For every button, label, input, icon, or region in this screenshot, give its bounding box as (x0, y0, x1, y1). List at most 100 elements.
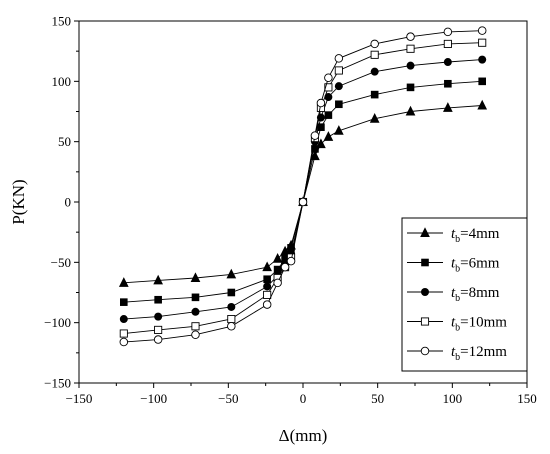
data-point (316, 138, 326, 149)
legend-label: tb=10mm (451, 315, 507, 334)
data-point (443, 58, 452, 67)
data-point (263, 275, 271, 284)
data-point (478, 55, 487, 64)
x-tick-label: 50 (371, 391, 384, 406)
data-point (310, 131, 320, 140)
data-point (444, 79, 452, 88)
data-point (191, 330, 200, 339)
legend-item: tb=10mm (407, 315, 507, 334)
data-point (154, 312, 163, 321)
data-point (334, 54, 344, 63)
data-point (190, 272, 201, 283)
data-point (370, 67, 379, 76)
x-tick-label: 0 (300, 391, 307, 406)
data-point (478, 38, 487, 47)
data-point (443, 102, 453, 112)
data-point (226, 268, 237, 279)
data-point (281, 254, 289, 263)
y-tick-label: 0 (65, 195, 72, 210)
data-point (324, 73, 333, 82)
data-point (324, 111, 333, 119)
data-point (119, 315, 128, 324)
data-point (443, 39, 452, 48)
y-tick-label: 150 (52, 14, 72, 29)
y-axis-title: P(KN) (9, 179, 28, 224)
data-point (334, 66, 343, 75)
data-point (154, 325, 163, 334)
data-point (263, 290, 272, 299)
data-point (287, 244, 295, 252)
axis-ticks: −150 −100 −50 0 50 100 150 −150 −100 −50 0 50 100 150 (44, 14, 537, 407)
data-point (119, 329, 128, 338)
data-point (119, 337, 129, 347)
data-point (443, 27, 453, 37)
legend-label: tb=4mm (451, 226, 500, 245)
x-tick-label: 100 (443, 391, 463, 406)
x-tick-label: 150 (517, 391, 537, 406)
data-point (478, 77, 486, 86)
legend-label: tb=8mm (451, 285, 500, 304)
data-point (272, 253, 283, 263)
data-point (153, 335, 163, 344)
legend-marker (420, 317, 430, 326)
data-point (227, 302, 236, 311)
data-point (334, 82, 343, 91)
y-tick-label: −150 (44, 376, 71, 391)
data-point (406, 61, 415, 70)
data-point (323, 131, 334, 141)
data-point (154, 295, 162, 304)
data-point (262, 300, 272, 309)
data-point (286, 256, 296, 266)
data-point (263, 282, 272, 291)
y-tick-label: 50 (58, 134, 71, 149)
data-point (333, 125, 344, 135)
legend-item: tb=4mm (407, 226, 500, 245)
x-tick-label: −100 (140, 391, 167, 406)
data-point (477, 26, 487, 35)
data-point (227, 314, 236, 324)
data-point (191, 293, 200, 302)
data-point (120, 298, 128, 306)
data-point (370, 90, 379, 99)
legend-marker (421, 288, 429, 296)
x-axis-title: Δ(mm) (279, 426, 328, 445)
legend-item: tb=8mm (407, 285, 500, 304)
x-tick-label: −150 (66, 391, 93, 406)
data-point (316, 98, 326, 108)
data-point (405, 105, 416, 116)
y-tick-label: −100 (44, 315, 71, 330)
legend-label: tb=12mm (451, 344, 507, 363)
data-point (273, 265, 282, 274)
data-point (227, 288, 236, 297)
series-12mm (119, 26, 487, 347)
data-point (153, 274, 163, 285)
data-point (406, 44, 415, 53)
legend: tb=4mm tb=6mm tb=8mm tb=10mm tb=12mm (401, 217, 528, 372)
legend-item: tb=12mm (407, 344, 507, 363)
legend-label: tb=6mm (451, 256, 500, 275)
legend-marker (421, 258, 429, 267)
data-point (298, 197, 308, 207)
y-tick-label: −50 (51, 255, 71, 270)
series-layer (118, 26, 488, 347)
y-tick-label: 100 (52, 74, 72, 89)
data-point (370, 50, 379, 59)
data-point (191, 322, 200, 331)
x-tick-label: −50 (218, 391, 238, 406)
legend-item: tb=6mm (407, 256, 500, 275)
legend-marker (420, 346, 430, 356)
data-point (406, 32, 415, 41)
data-point (370, 39, 379, 49)
data-point (118, 277, 129, 287)
data-point (280, 262, 290, 272)
data-point (335, 100, 343, 109)
data-point (191, 307, 200, 316)
data-point (317, 123, 325, 131)
data-point (324, 93, 333, 102)
legend-marker (420, 227, 430, 238)
data-point (311, 145, 319, 153)
data-point (273, 278, 282, 288)
data-point (227, 322, 236, 331)
data-point (406, 83, 415, 92)
